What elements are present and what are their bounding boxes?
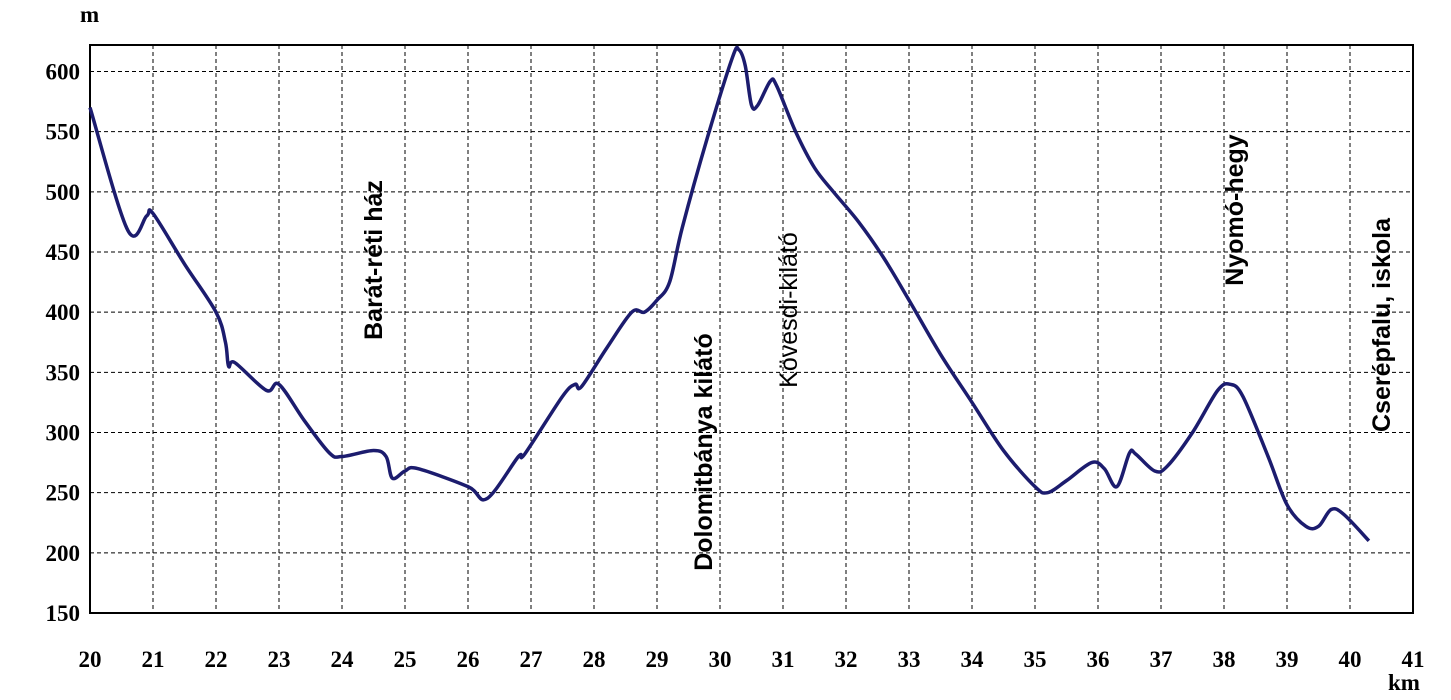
x-tick-label: 33 bbox=[898, 647, 921, 672]
y-tick-label: 350 bbox=[46, 360, 81, 385]
plot-frame bbox=[89, 44, 1414, 614]
y-tick-label: 450 bbox=[46, 240, 81, 265]
x-tick-label: 27 bbox=[520, 647, 543, 672]
x-tick-label: 37 bbox=[1150, 647, 1173, 672]
annotation: Nyomó-hegy bbox=[1221, 134, 1249, 286]
x-tick-label: 35 bbox=[1024, 647, 1047, 672]
x-tick-label: 36 bbox=[1087, 647, 1110, 672]
y-tick-label: 600 bbox=[46, 59, 81, 84]
x-tick-label: 20 bbox=[79, 647, 102, 672]
x-tick-label: 38 bbox=[1213, 647, 1236, 672]
annotation: Barát-réti ház bbox=[360, 180, 388, 340]
x-tick-label: 31 bbox=[772, 647, 795, 672]
x-tick-label: 40 bbox=[1339, 647, 1362, 672]
y-tick-label: 200 bbox=[46, 541, 81, 566]
x-tick-label: 32 bbox=[835, 647, 858, 672]
annotation: Dolomitbánya kilátó bbox=[690, 333, 718, 571]
x-tick-label: 26 bbox=[457, 647, 480, 672]
x-tick-label: 21 bbox=[142, 647, 165, 672]
y-tick-label: 550 bbox=[46, 120, 81, 145]
y-tick-label: 500 bbox=[46, 180, 81, 205]
x-tick-label: 28 bbox=[583, 647, 606, 672]
elevation-line bbox=[88, 45, 1371, 543]
y-tick-label: 300 bbox=[46, 420, 81, 445]
y-axis-label: m bbox=[80, 2, 99, 27]
x-tick-label: 41 bbox=[1402, 647, 1425, 672]
x-tick-label: 25 bbox=[394, 647, 417, 672]
x-tick-label: 22 bbox=[205, 647, 228, 672]
x-axis-label: km bbox=[1388, 670, 1420, 695]
x-tick-label: 23 bbox=[268, 647, 291, 672]
annotation: Cserépfalu, iskola bbox=[1368, 217, 1396, 432]
y-tick-label: 400 bbox=[46, 300, 81, 325]
x-tick-label: 34 bbox=[961, 647, 985, 672]
x-tick-label: 39 bbox=[1276, 647, 1299, 672]
x-tick-label: 29 bbox=[646, 647, 669, 672]
x-tick-label: 24 bbox=[331, 647, 355, 672]
y-tick-label: 150 bbox=[46, 601, 81, 626]
x-tick-label: 30 bbox=[709, 647, 732, 672]
annotation: Kövesdi-kilátó bbox=[775, 232, 803, 388]
y-tick-label: 250 bbox=[46, 481, 81, 506]
